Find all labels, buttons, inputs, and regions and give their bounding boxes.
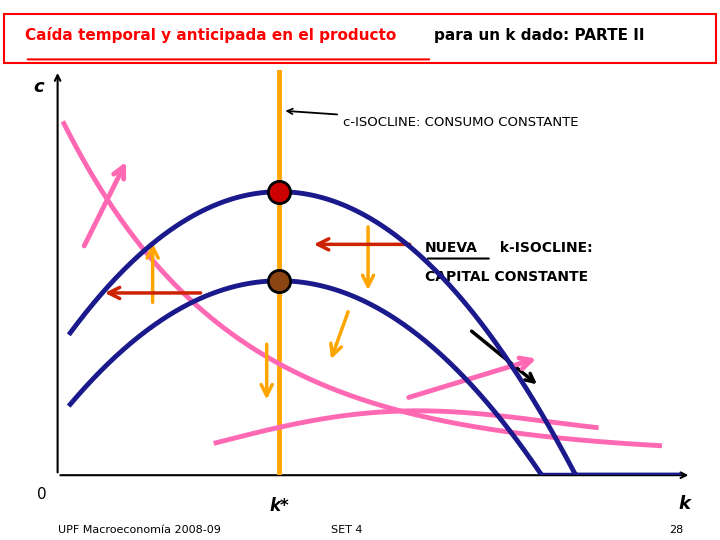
Text: Caída temporal y anticipada en el producto: Caída temporal y anticipada en el produc… <box>24 27 396 43</box>
Text: k*: k* <box>269 497 289 516</box>
Text: 28: 28 <box>670 524 684 535</box>
Text: c-ISOCLINE: CONSUMO CONSTANTE: c-ISOCLINE: CONSUMO CONSTANTE <box>287 109 578 130</box>
Text: SET 4: SET 4 <box>331 524 363 535</box>
Text: NUEVA: NUEVA <box>425 241 478 255</box>
Text: para un k dado: PARTE II: para un k dado: PARTE II <box>434 28 644 43</box>
Text: k: k <box>679 496 691 514</box>
FancyBboxPatch shape <box>4 14 716 63</box>
Text: 0: 0 <box>37 487 47 502</box>
Text: UPF Macroeconomía 2008-09: UPF Macroeconomía 2008-09 <box>58 524 220 535</box>
Text: CAPITAL CONSTANTE: CAPITAL CONSTANTE <box>425 270 588 284</box>
Text: c: c <box>33 78 44 96</box>
Text: k-ISOCLINE:: k-ISOCLINE: <box>495 241 593 255</box>
